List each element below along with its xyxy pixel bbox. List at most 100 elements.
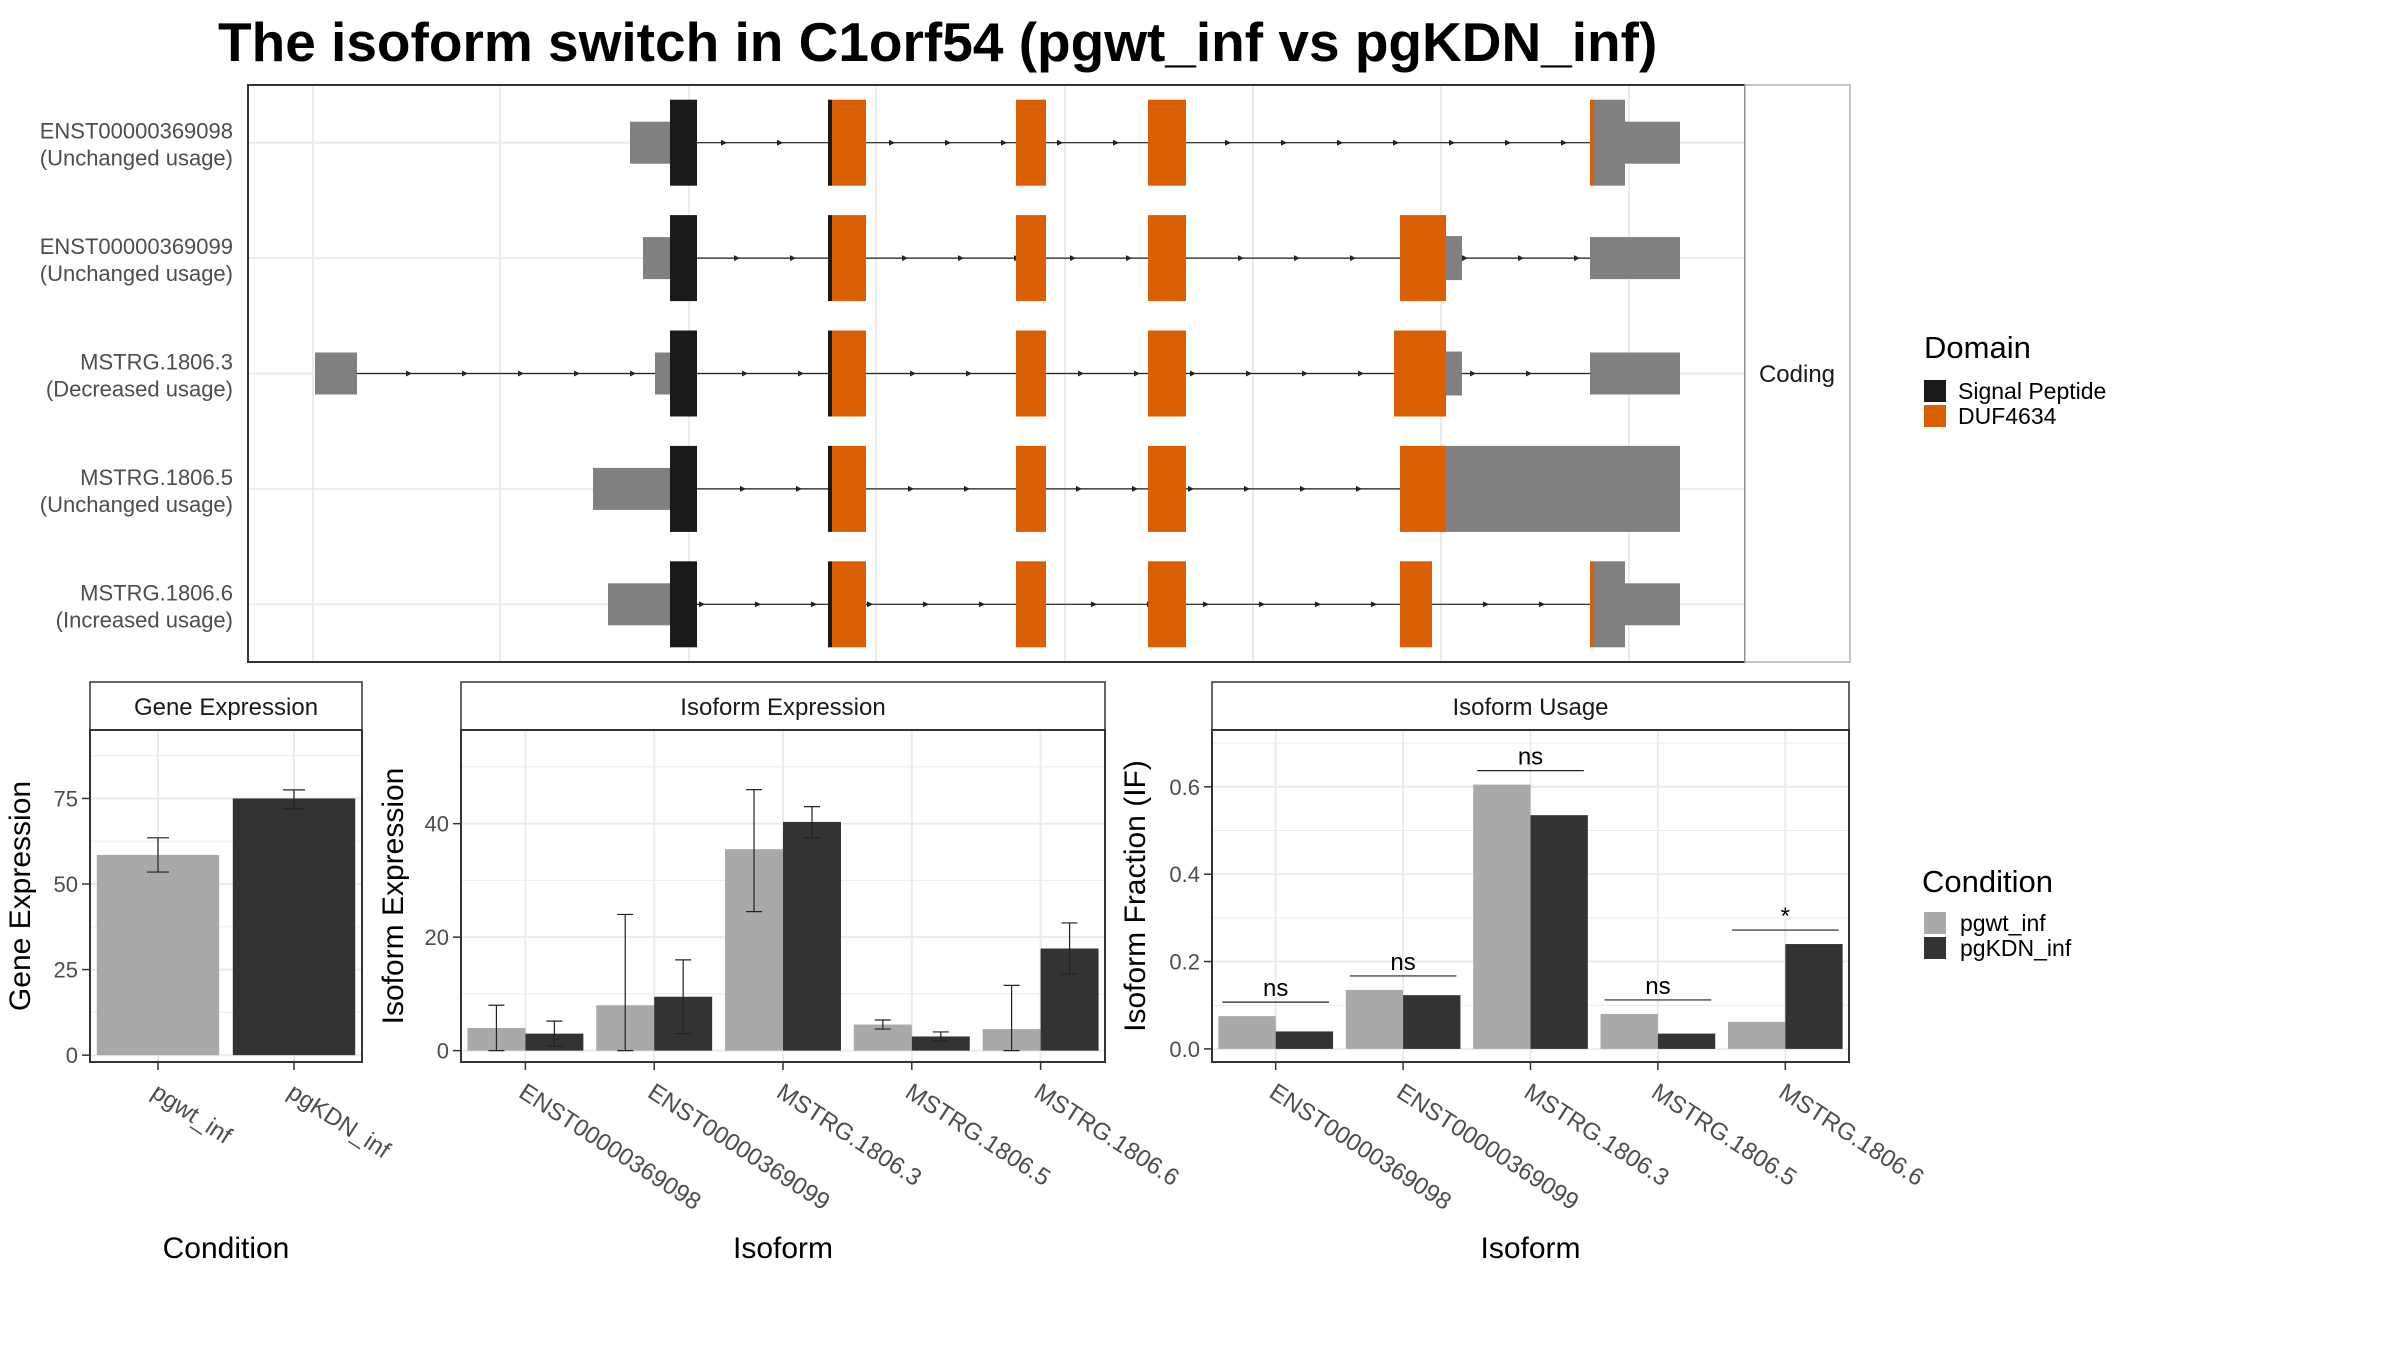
- utr-segment: [1590, 237, 1680, 280]
- duf4634-segment: [1016, 215, 1046, 302]
- y-axis-title: Gene Expression: [4, 781, 37, 1011]
- duf4634-segment: [1016, 330, 1046, 417]
- duf4634-segment: [832, 99, 866, 186]
- duf4634-segment: [1148, 561, 1186, 648]
- signal-peptide-segment: [670, 99, 697, 186]
- condition-legend-label: pgKDN_inf: [1960, 935, 2072, 961]
- utr-segment: [1590, 352, 1680, 395]
- isoform-structure-panel: ENST00000369098(Unchanged usage)ENST0000…: [40, 84, 1851, 663]
- utr-segment: [1625, 121, 1680, 164]
- y-tick-label: 0.4: [1169, 862, 1200, 887]
- utr-segment: [315, 352, 357, 395]
- utr-segment: [1594, 561, 1625, 648]
- x-tick-label: MSTRG.1806.6: [1029, 1078, 1184, 1191]
- y-tick-label: 50: [54, 872, 78, 897]
- significance-label: ns: [1390, 949, 1415, 976]
- x-tick-label: pgKDN_inf: [283, 1078, 395, 1164]
- duf4634-segment: [832, 215, 866, 302]
- utr-segment: [1446, 351, 1462, 396]
- utr-segment: [593, 467, 670, 510]
- duf4634-segment: [1148, 99, 1186, 186]
- y-tick-label: 40: [425, 812, 449, 837]
- bar-pgKDN_inf: [1275, 1031, 1334, 1049]
- y-tick-label: 20: [425, 925, 449, 950]
- bar-pgKDN_inf: [232, 798, 356, 1056]
- y-axis-title: Isoform Fraction (IF): [1119, 760, 1152, 1032]
- y-tick-label: 0: [437, 1039, 449, 1064]
- bar-pgwt_inf: [1473, 784, 1531, 1049]
- facet-strip: [1744, 84, 1851, 663]
- x-axis-title: Isoform: [1480, 1232, 1580, 1265]
- figure-title: The isoform switch in C1orf54 (pgwt_inf …: [218, 11, 1658, 73]
- panel-strip-title: Isoform Usage: [1452, 694, 1608, 721]
- bar-pgwt_inf: [96, 854, 220, 1056]
- duf4634-segment: [1148, 445, 1186, 532]
- plot-border: [1211, 729, 1850, 1063]
- duf4634-segment: [1016, 99, 1046, 186]
- isoform-id-label: MSTRG.1806.6: [80, 580, 233, 605]
- isoform-usage-label: (Unchanged usage): [40, 146, 233, 171]
- y-tick-label: 0.0: [1169, 1037, 1200, 1062]
- bar-pgKDN_inf: [1530, 815, 1588, 1049]
- significance-label: ns: [1263, 975, 1288, 1002]
- duf4634-segment: [1400, 215, 1446, 302]
- facet-strip-label: Coding: [1759, 361, 1835, 388]
- duf4634-segment: [1590, 561, 1594, 648]
- condition-legend-swatch: [1924, 912, 1946, 934]
- x-axis-title: Isoform: [733, 1232, 833, 1265]
- x-axis-title: Condition: [163, 1232, 290, 1265]
- condition-legend-label: pgwt_inf: [1960, 910, 2046, 936]
- isoform-id-label: MSTRG.1806.3: [80, 350, 233, 375]
- duf4634-segment: [1400, 561, 1432, 648]
- duf4634-segment: [832, 445, 866, 532]
- panel-strip: [460, 681, 1106, 731]
- bar-pgwt_inf: [1218, 1016, 1276, 1049]
- utr-segment: [643, 237, 670, 280]
- bar-pgKDN_inf: [1785, 944, 1843, 1049]
- duf4634-segment: [1016, 445, 1046, 532]
- isoform-usage-label: (Unchanged usage): [40, 492, 233, 517]
- signal-peptide-segment: [670, 445, 697, 532]
- domain-legend-label: Signal Peptide: [1958, 378, 2106, 404]
- plot-border: [89, 729, 363, 1063]
- y-tick-label: 0: [66, 1043, 78, 1068]
- y-tick-label: 25: [54, 958, 78, 983]
- significance-label: ns: [1518, 744, 1543, 771]
- utr-segment: [608, 583, 670, 626]
- bar-pgKDN_inf: [1657, 1033, 1716, 1049]
- y-tick-label: 75: [54, 786, 78, 811]
- signal-peptide-segment: [828, 330, 832, 417]
- condition-legend-title: Condition: [1922, 864, 2053, 899]
- bar-pgwt_inf: [1727, 1021, 1786, 1049]
- signal-peptide-segment: [670, 215, 697, 302]
- duf4634-segment: [1148, 330, 1186, 417]
- signal-peptide-segment: [828, 445, 832, 532]
- isoform-id-label: ENST00000369098: [40, 119, 233, 144]
- utr-segment: [1446, 445, 1680, 532]
- duf4634-segment: [1016, 561, 1046, 648]
- isoform-usage-label: (Increased usage): [56, 607, 233, 632]
- utr-segment: [655, 352, 670, 395]
- duf4634-segment: [1590, 99, 1594, 186]
- panel-strip-title: Gene Expression: [134, 694, 318, 721]
- bar-pgwt_inf: [1345, 989, 1404, 1049]
- duf4634-segment: [832, 561, 866, 648]
- duf4634-segment: [1148, 215, 1186, 302]
- signal-peptide-segment: [828, 215, 832, 302]
- isoform-usage-chart: Isoform UsagensENST00000369098nsENST0000…: [1119, 681, 1929, 1265]
- duf4634-segment: [1394, 330, 1446, 417]
- domain-legend-title: Domain: [1924, 330, 2031, 365]
- domain-legend-label: DUF4634: [1958, 403, 2057, 429]
- domain-legend-swatch: [1924, 380, 1946, 402]
- duf4634-segment: [832, 330, 866, 417]
- isoform-usage-label: (Decreased usage): [46, 377, 233, 402]
- signal-peptide-segment: [828, 561, 832, 648]
- panel-strip: [89, 681, 363, 731]
- y-tick-label: 0.2: [1169, 950, 1200, 975]
- plot-border: [460, 729, 1106, 1063]
- utr-segment: [1625, 583, 1680, 626]
- significance-label: *: [1781, 903, 1790, 930]
- y-tick-label: 0.6: [1169, 775, 1200, 800]
